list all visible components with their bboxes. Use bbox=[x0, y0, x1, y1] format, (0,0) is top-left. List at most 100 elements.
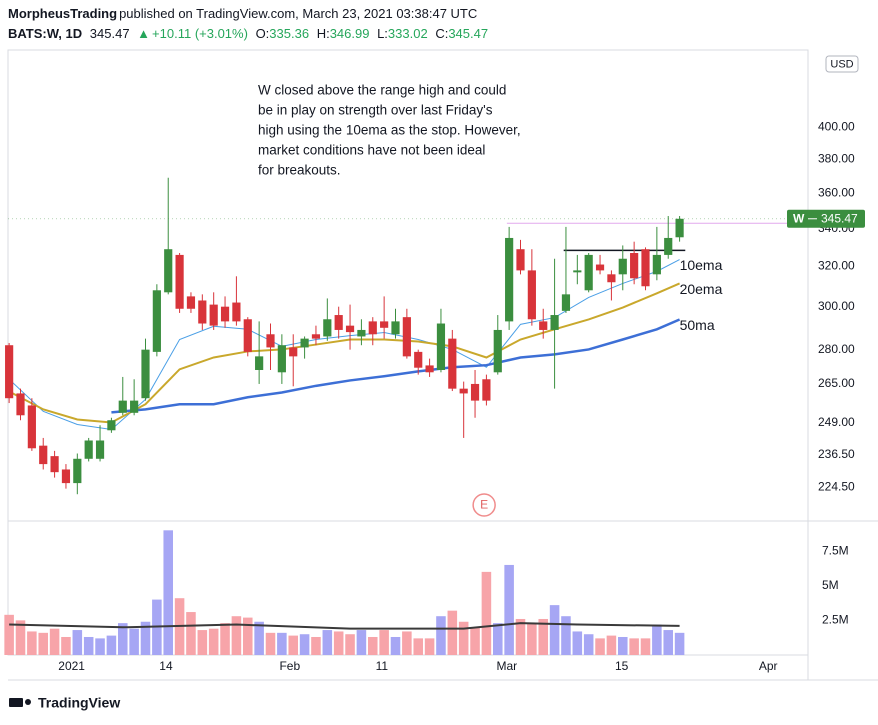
low-value: 333.02 bbox=[387, 26, 428, 41]
candle-body bbox=[425, 365, 434, 373]
candle-body bbox=[50, 456, 59, 473]
price-badge-value: 345.47 bbox=[821, 211, 858, 225]
x-tick-label: 11 bbox=[376, 659, 389, 673]
candle-body bbox=[607, 274, 616, 283]
logo bbox=[9, 698, 31, 707]
candle-body bbox=[141, 349, 150, 399]
candle-body bbox=[436, 323, 446, 371]
volume-bar bbox=[390, 636, 401, 655]
candle-body bbox=[539, 321, 548, 330]
candle-body bbox=[198, 300, 207, 324]
candle-body bbox=[220, 306, 230, 322]
candle-body bbox=[368, 321, 377, 335]
y-tick-label: 300.00 bbox=[818, 299, 855, 313]
volume-bar bbox=[356, 630, 367, 655]
volume-bar bbox=[652, 624, 662, 655]
y-tick-label: 360.00 bbox=[818, 185, 855, 199]
volume-ma-line bbox=[9, 622, 680, 630]
x-tick-label: Mar bbox=[497, 659, 518, 673]
candle-body bbox=[505, 237, 514, 322]
volume-bar bbox=[379, 630, 389, 655]
volume-bar bbox=[106, 635, 117, 655]
volume-bar bbox=[458, 621, 469, 655]
volume-bar bbox=[333, 631, 344, 655]
candle-body bbox=[118, 400, 127, 413]
candle-body bbox=[641, 249, 650, 287]
volume-tick-label: 5M bbox=[822, 578, 839, 592]
candle-body bbox=[289, 347, 298, 357]
candle-body bbox=[675, 218, 684, 238]
candle-body bbox=[482, 379, 491, 401]
y-tick-label: 224.50 bbox=[818, 479, 855, 493]
candle-body bbox=[414, 351, 423, 368]
candle-body bbox=[618, 258, 627, 275]
ma-line bbox=[8, 282, 680, 424]
volume-bar bbox=[140, 621, 151, 655]
volume-bar bbox=[186, 612, 196, 655]
volume-bar bbox=[129, 628, 139, 655]
candle-body bbox=[448, 338, 457, 389]
volume-bar bbox=[538, 618, 548, 655]
volume-bar bbox=[595, 638, 605, 655]
high-value: 346.99 bbox=[329, 26, 370, 41]
candle-body bbox=[470, 383, 480, 401]
high-label: H: bbox=[316, 26, 330, 41]
annotation-line: for breakouts. bbox=[258, 163, 341, 178]
low-label: L: bbox=[377, 26, 388, 41]
candle-body bbox=[527, 270, 536, 320]
candle-body bbox=[5, 345, 14, 399]
volume-bar bbox=[368, 636, 378, 655]
x-tick-label: Apr bbox=[759, 659, 778, 673]
volume-bar bbox=[663, 630, 673, 655]
volume-tick-label: 2.5M bbox=[822, 613, 849, 627]
volume-bar bbox=[38, 632, 48, 655]
volume-bar bbox=[674, 632, 685, 655]
close-label: C: bbox=[435, 26, 449, 41]
annotation-line: W closed above the range high and could bbox=[258, 83, 506, 98]
header-line-1: MorpheusTrading published on TradingView.… bbox=[8, 6, 481, 21]
candle-body bbox=[402, 317, 411, 357]
volume-bar bbox=[163, 530, 173, 655]
price-badge bbox=[787, 209, 865, 228]
volume-bar bbox=[208, 628, 219, 655]
earnings-marker bbox=[472, 493, 496, 517]
candle-body bbox=[493, 329, 502, 373]
header-line-2: BATS:W, 1D 345.47 ▲ +10.11 (+3.01%) O:335… bbox=[8, 26, 492, 41]
volume-bar bbox=[481, 571, 492, 655]
candle-body bbox=[652, 254, 661, 275]
candle-body bbox=[209, 304, 218, 326]
volume-bar bbox=[243, 617, 253, 655]
change-arrow: ▲ bbox=[137, 26, 151, 41]
candle-body bbox=[345, 325, 355, 333]
volume-bar bbox=[470, 627, 480, 655]
volume-bar bbox=[447, 610, 458, 655]
volume-bar bbox=[436, 616, 446, 655]
candle-body bbox=[152, 290, 161, 352]
volume-bar bbox=[288, 635, 298, 655]
candle-body bbox=[380, 321, 389, 328]
candle-body bbox=[61, 469, 71, 484]
candle-body bbox=[573, 270, 582, 273]
x-tick-label: 14 bbox=[159, 659, 173, 673]
annotation-line: be in play on strength over last Friday'… bbox=[258, 103, 493, 118]
ma-line bbox=[111, 318, 681, 414]
volume-bar bbox=[231, 616, 242, 655]
x-tick-label: 15 bbox=[615, 659, 629, 673]
volume-bar bbox=[27, 631, 37, 655]
candle-body bbox=[323, 319, 332, 337]
candle-body bbox=[595, 264, 605, 271]
candle-body bbox=[39, 445, 48, 465]
candle-body bbox=[311, 334, 321, 339]
volume-bar bbox=[618, 636, 628, 655]
candle-body bbox=[584, 254, 593, 291]
candle-body bbox=[277, 345, 286, 373]
volume-bar bbox=[402, 631, 412, 655]
volume-bar bbox=[572, 631, 583, 655]
y-tick-label: 236.50 bbox=[818, 447, 855, 461]
y-tick-label: 265.00 bbox=[818, 376, 855, 390]
volume-bar bbox=[345, 634, 355, 655]
close-value: 345.47 bbox=[448, 26, 489, 41]
candle-body bbox=[664, 237, 673, 255]
volume-bar bbox=[583, 634, 594, 655]
volume-bar bbox=[83, 636, 94, 655]
